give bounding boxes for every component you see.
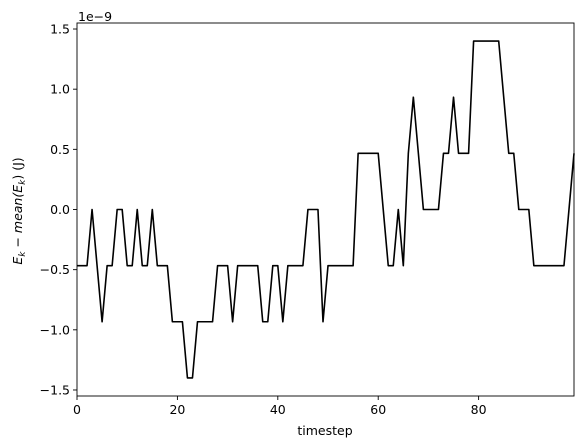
y-label-mean: mean(E xyxy=(10,185,25,233)
y-tick-label: 1.5 xyxy=(50,22,70,37)
plot-frame xyxy=(76,22,575,397)
series-layer xyxy=(77,40,575,379)
y-label-unit: (J) xyxy=(10,157,25,174)
x-tick-label: 80 xyxy=(471,402,487,417)
y-label-minus: − xyxy=(10,233,25,251)
x-axis-ticks: 0 20 40 60 80 xyxy=(73,396,487,417)
y-label-sub1: k xyxy=(18,251,28,257)
y-label-sub2: k xyxy=(18,179,28,185)
y-tick-label: −1.0 xyxy=(40,322,70,337)
y-tick-label: 0.0 xyxy=(50,202,70,217)
x-tick-label: 20 xyxy=(169,402,185,417)
x-tick-label: 0 xyxy=(73,402,81,417)
y-tick-label: −0.5 xyxy=(40,262,70,277)
y-tick-label: 0.5 xyxy=(50,142,70,157)
y-offset-text: 1e−9 xyxy=(78,9,112,24)
y-axis-ticks: −1.5 −1.0 −0.5 0.0 0.5 1.0 1.5 xyxy=(40,22,77,397)
y-label-close: ) xyxy=(10,175,25,180)
y-label-e1: E xyxy=(10,257,25,265)
x-axis-label: timestep xyxy=(297,423,352,438)
y-tick-label: 1.0 xyxy=(50,82,70,97)
x-tick-label: 40 xyxy=(270,402,286,417)
y-tick-label: −1.5 xyxy=(40,382,70,397)
series-line-0 xyxy=(77,40,575,379)
x-tick-label: 60 xyxy=(370,402,386,417)
y-axis-label: Ek − mean(Ek) (J) xyxy=(10,157,28,264)
